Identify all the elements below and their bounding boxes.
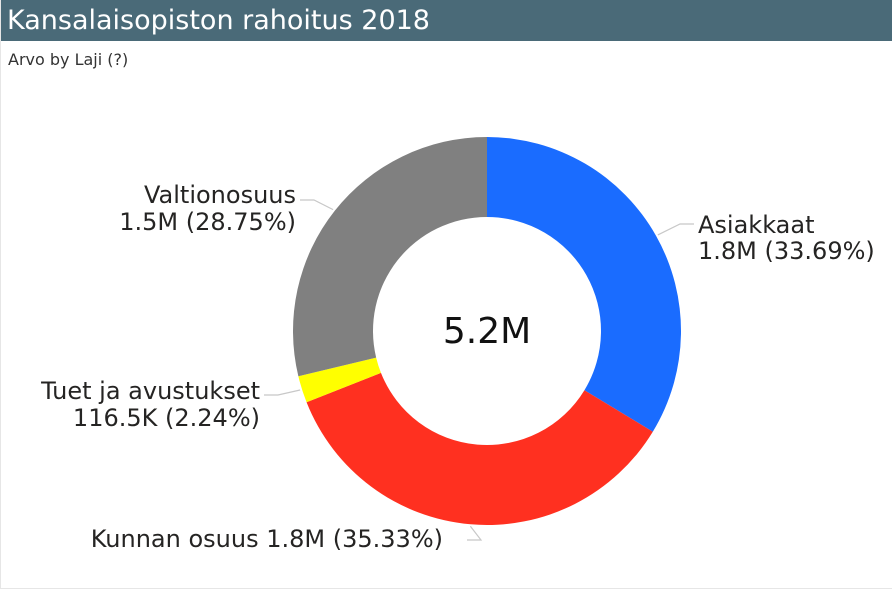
slice-label-asiakkaat-value: 1.8M (33.69%) <box>698 237 875 265</box>
slice-label-asiakkaat-name: Asiakkaat <box>698 211 815 239</box>
leader-lines <box>264 199 694 541</box>
slice-label-valtionosuus-value: 1.5M (28.75%) <box>119 208 296 236</box>
chart-subtitle: Arvo by Laji (?) <box>8 50 129 69</box>
slice-label-tuet-name: Tuet ja avustukset <box>40 377 260 405</box>
leader-line-kunnan-osuus <box>467 525 483 541</box>
center-total-label: 5.2M <box>443 311 531 352</box>
slice-label-valtionosuus-name: Valtionosuus <box>144 181 296 209</box>
donut-slice-valtionosuus[interactable] <box>293 137 487 377</box>
donut-slice-kunnan-osuus[interactable] <box>306 372 653 525</box>
donut-slices <box>293 137 681 525</box>
donut-slice-asiakkaat[interactable] <box>487 137 681 432</box>
leader-line-asiakkaat <box>657 223 694 236</box>
leader-line-valtionosuus <box>300 199 334 211</box>
slice-label-tuet-value: 116.5K (2.24%) <box>73 404 260 432</box>
slice-label-kunnan-osuus: Kunnan osuus 1.8M (35.33%) <box>91 525 443 553</box>
leader-line-tuet-ja-avustukset <box>264 389 301 396</box>
donut-slice-tuet-ja-avustukset[interactable] <box>298 357 381 403</box>
chart-title: Kansalaisopiston rahoitus 2018 <box>1 0 892 41</box>
